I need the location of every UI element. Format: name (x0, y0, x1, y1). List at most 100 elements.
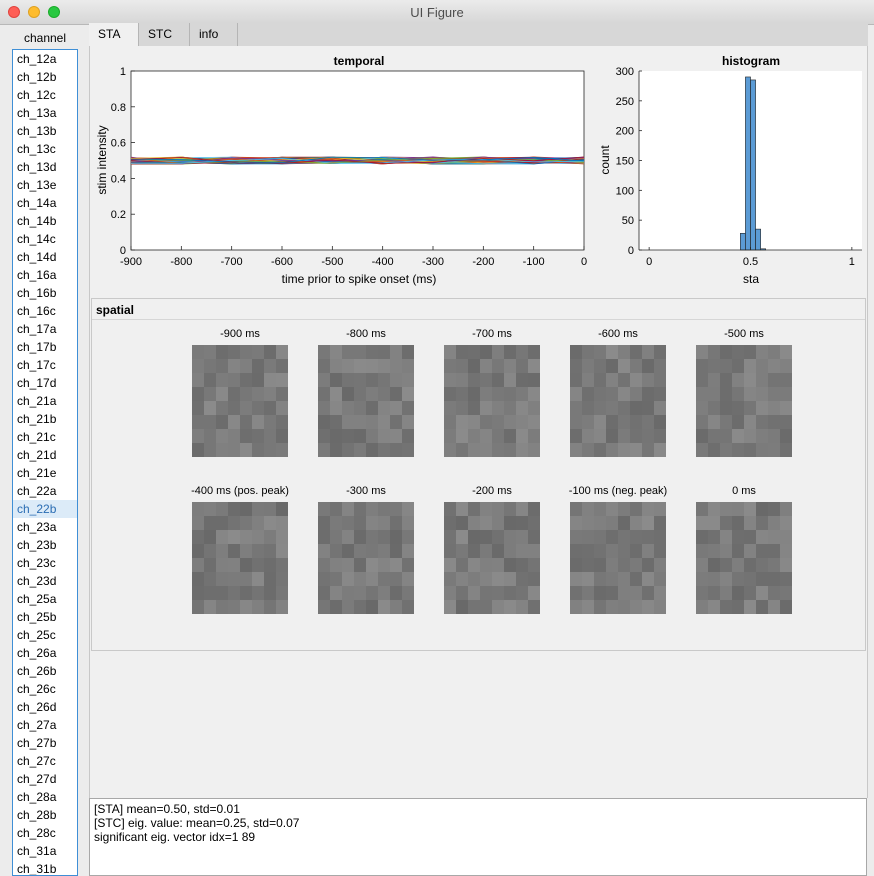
temporal-ytick-label: 0.4 (111, 173, 126, 185)
spatial-frame-label: -500 ms (724, 328, 764, 340)
histogram-ytick-label: 50 (622, 215, 634, 227)
window-title: UI Figure (410, 5, 464, 20)
channel-item[interactable]: ch_27c (17, 754, 56, 768)
channel-item[interactable]: ch_26d (17, 700, 57, 714)
channel-item[interactable]: ch_28c (17, 826, 56, 840)
close-button[interactable] (8, 6, 20, 18)
spatial-frame-image (570, 345, 666, 457)
spatial-frame-image (444, 502, 540, 614)
channel-item[interactable]: ch_22a (17, 484, 57, 498)
temporal-ylabel: stim intensity (95, 125, 109, 194)
channel-item[interactable]: ch_16b (17, 286, 57, 300)
spatial-frame-label: -800 ms (346, 328, 386, 340)
output-line-sta: [STA] mean=0.50, std=0.01 (94, 802, 240, 816)
channel-item[interactable]: ch_22b (13, 500, 77, 518)
channel-item[interactable]: ch_28a (17, 790, 57, 804)
tab-stc[interactable]: STC (139, 23, 190, 46)
channel-item[interactable]: ch_13d (17, 160, 57, 174)
temporal-xtick-label: 0 (581, 256, 587, 268)
channel-item[interactable]: ch_26c (17, 682, 56, 696)
channel-item[interactable]: ch_27b (17, 736, 57, 750)
spatial-frame-image (570, 502, 666, 614)
temporal-series-line (130, 158, 585, 164)
channel-item[interactable]: ch_17c (17, 358, 56, 372)
spatial-frame-label: -200 ms (472, 485, 512, 497)
spatial-frame-label: -600 ms (598, 328, 638, 340)
channel-item[interactable]: ch_17d (17, 376, 57, 390)
channel-item[interactable]: ch_21e (17, 466, 57, 480)
temporal-xtick-label: -900 (120, 256, 142, 268)
output-text-area[interactable]: [STA] mean=0.50, std=0.01 [STC] eig. val… (89, 798, 867, 876)
histogram-xtick-label: 0 (646, 256, 652, 268)
spatial-frame-image (192, 345, 288, 457)
temporal-xtick-label: -300 (422, 256, 444, 268)
histogram-xtick-label: 1 (849, 256, 855, 268)
minimize-button[interactable] (28, 6, 40, 18)
temporal-xtick-label: -500 (321, 256, 343, 268)
channel-item[interactable]: ch_13b (17, 124, 57, 138)
temporal-xtick-label: -400 (372, 256, 394, 268)
spatial-frame-image (318, 502, 414, 614)
histogram-ytick-label: 150 (616, 156, 634, 168)
channel-item[interactable]: ch_27d (17, 772, 57, 786)
temporal-plot[interactable]: temporal -900 -800 -700 -600 -500 -400 -300 -20… (89, 46, 609, 296)
temporal-series-line (130, 156, 585, 164)
channel-item[interactable]: ch_23a (17, 520, 57, 534)
temporal-ytick-label: 0.2 (111, 209, 126, 221)
spatial-frame-image (318, 345, 414, 457)
channel-item[interactable]: ch_14b (17, 214, 57, 228)
channel-item[interactable]: ch_23d (17, 574, 57, 588)
channel-item[interactable]: ch_27a (17, 718, 57, 732)
spatial-panel: spatial -900 ms -800 ms -700 ms -600 ms -500… (91, 298, 866, 651)
channel-item[interactable]: ch_12b (17, 70, 57, 84)
channel-item[interactable]: ch_25b (17, 610, 57, 624)
spatial-title: spatial (96, 303, 135, 317)
channel-item[interactable]: ch_25a (17, 592, 57, 606)
spatial-frame-label: -300 ms (346, 485, 386, 497)
channel-item[interactable]: ch_14c (17, 232, 56, 246)
channel-item[interactable]: ch_14d (17, 250, 57, 264)
temporal-series-group (130, 156, 585, 165)
channel-item[interactable]: ch_12c (17, 88, 56, 102)
channel-item[interactable]: ch_13a (17, 106, 57, 120)
channel-item[interactable]: ch_28b (17, 808, 57, 822)
channel-item[interactable]: ch_23c (17, 556, 56, 570)
temporal-xtick-label: -100 (523, 256, 545, 268)
channel-item[interactable]: ch_23b (17, 538, 57, 552)
channel-item[interactable]: ch_25c (17, 628, 56, 642)
channel-item[interactable]: ch_17b (17, 340, 57, 354)
channel-item[interactable]: ch_26a (17, 646, 57, 660)
channel-item[interactable]: ch_26b (17, 664, 57, 678)
channel-item[interactable]: ch_31b (17, 862, 57, 876)
histogram-title: histogram (722, 54, 780, 68)
channel-item[interactable]: ch_13c (17, 142, 56, 156)
channel-item[interactable]: ch_14a (17, 196, 57, 210)
channel-listbox[interactable]: ch_12a ch_12b ch_12c ch_13a ch_13b ch_13c ch_1… (12, 49, 78, 876)
channel-item[interactable]: ch_16a (17, 268, 57, 282)
temporal-ytick-label: 0.6 (111, 138, 126, 150)
temporal-xtick-label: -800 (170, 256, 192, 268)
histogram-ticks: 0 0.5 1 0 50 100 150 200 250 300 (616, 66, 855, 268)
temporal-xtick-label: -600 (271, 256, 293, 268)
histogram-ytick-label: 0 (628, 245, 634, 257)
channel-item[interactable]: ch_13e (17, 178, 57, 192)
channel-item[interactable]: ch_17a (17, 322, 57, 336)
maximize-button[interactable] (48, 6, 60, 18)
tab-sta[interactable]: STA (89, 23, 139, 46)
histogram-ylabel: count (598, 145, 612, 175)
spatial-frame-image (696, 345, 792, 457)
channel-item[interactable]: ch_21d (17, 448, 57, 462)
tab-bar: STA STC info (89, 23, 868, 47)
channel-item[interactable]: ch_12a (17, 52, 57, 66)
channel-item[interactable]: ch_21b (17, 412, 57, 426)
channel-item[interactable]: ch_21c (17, 430, 56, 444)
histogram-bar (750, 79, 756, 251)
histogram-xlabel: sta (743, 272, 759, 286)
channel-item[interactable]: ch_31a (17, 844, 57, 858)
tab-info[interactable]: info (190, 23, 238, 46)
channel-item[interactable]: ch_21a (17, 394, 57, 408)
temporal-title: temporal (334, 54, 385, 68)
channel-item[interactable]: ch_16c (17, 304, 56, 318)
spatial-frame-image (444, 345, 540, 457)
histogram-plot[interactable]: histogram 0 0.5 1 0 50 100 150 200 250 300 sta co… (595, 46, 870, 296)
